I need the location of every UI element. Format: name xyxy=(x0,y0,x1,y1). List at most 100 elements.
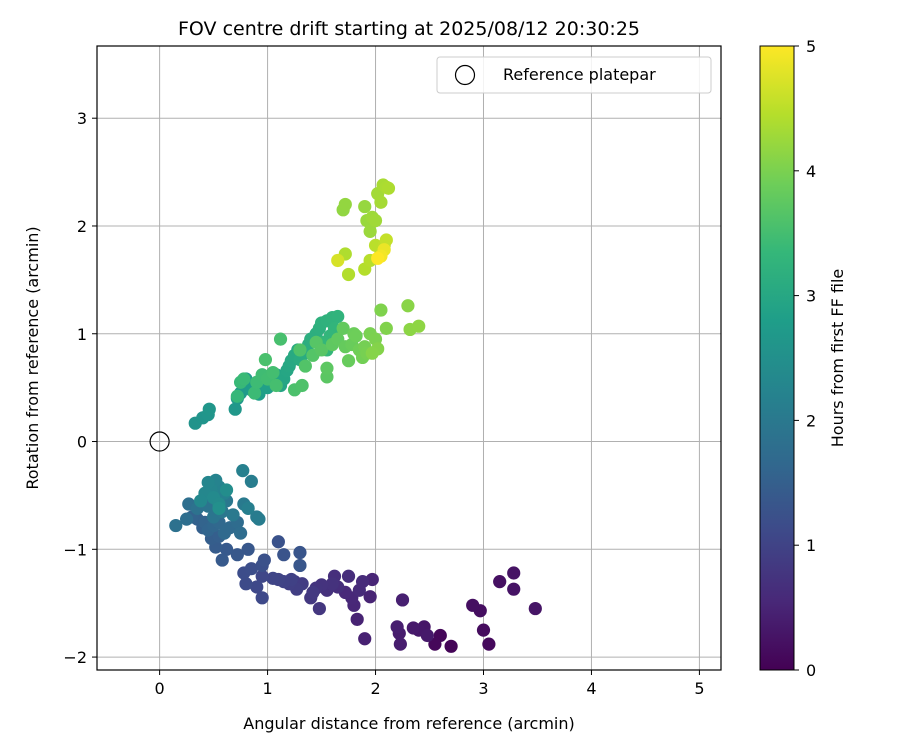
x-tick-label: 1 xyxy=(262,679,272,698)
data-point xyxy=(349,329,363,343)
data-point xyxy=(248,386,262,400)
data-point xyxy=(219,542,234,556)
data-point xyxy=(241,501,255,515)
data-point xyxy=(219,483,234,497)
data-point xyxy=(241,542,255,556)
data-point xyxy=(371,251,385,265)
legend-marker-reference xyxy=(454,64,476,86)
colorbar-tick-label: 4 xyxy=(806,162,816,181)
x-tick-label: 3 xyxy=(478,679,488,698)
x-tick-label: 2 xyxy=(370,679,380,698)
data-point xyxy=(325,577,339,591)
data-point xyxy=(365,346,379,360)
data-point xyxy=(355,575,370,589)
data-point xyxy=(277,548,291,562)
data-point xyxy=(507,582,521,596)
data-point xyxy=(476,623,491,637)
data-point xyxy=(180,512,194,526)
y-tick-label: 0 xyxy=(77,433,87,452)
data-point xyxy=(269,378,283,393)
colorbar-tick-label: 5 xyxy=(806,37,816,56)
data-point xyxy=(271,535,285,549)
colorbar-gradient xyxy=(759,45,795,671)
data-point xyxy=(293,343,307,357)
chart-title: FOV centre drift starting at 2025/08/12 … xyxy=(178,18,640,40)
legend-box xyxy=(436,56,712,94)
data-point xyxy=(390,620,404,634)
data-point xyxy=(350,612,364,626)
y-tick-label: −2 xyxy=(63,648,87,667)
colorbar-label: Hours from first FF file xyxy=(828,269,847,448)
reference-point-marker xyxy=(149,431,170,452)
data-point xyxy=(293,558,307,573)
data-point xyxy=(239,577,253,591)
data-point xyxy=(420,628,434,643)
data-point xyxy=(202,402,216,416)
data-point xyxy=(393,637,407,651)
data-point xyxy=(358,199,372,214)
data-point xyxy=(507,566,521,580)
data-point xyxy=(428,637,442,651)
data-point xyxy=(412,319,426,333)
colorbar: 0 1 2 3 4 5 Hours from first FF file xyxy=(759,37,847,680)
data-point xyxy=(306,585,320,600)
data-point xyxy=(320,361,334,375)
data-point xyxy=(244,562,258,576)
y-axis-ticks: −2 −1 0 1 2 3 xyxy=(63,109,97,667)
data-point xyxy=(482,637,496,651)
data-point xyxy=(341,354,356,368)
data-point xyxy=(493,575,507,589)
data-point xyxy=(363,224,377,238)
data-point xyxy=(374,303,388,317)
data-point xyxy=(298,359,312,373)
x-tick-label: 5 xyxy=(694,679,704,698)
data-point xyxy=(336,321,350,335)
data-point xyxy=(331,309,345,324)
data-point xyxy=(379,321,393,335)
grid-lines xyxy=(97,46,721,670)
x-axis-ticks: 0 1 2 3 4 5 xyxy=(155,670,705,698)
data-point xyxy=(338,197,352,212)
data-point xyxy=(401,299,415,313)
data-point xyxy=(266,571,280,585)
data-point xyxy=(212,501,226,515)
colorbar-tick-label: 1 xyxy=(806,536,816,555)
data-point xyxy=(528,601,542,616)
data-point xyxy=(169,518,183,533)
data-point xyxy=(295,378,309,393)
y-tick-label: 1 xyxy=(77,325,87,344)
data-point xyxy=(250,580,264,594)
data-point xyxy=(331,253,345,268)
data-point xyxy=(266,365,280,380)
y-axis-label: Rotation from reference (arcmin) xyxy=(23,226,42,489)
data-point xyxy=(395,593,410,607)
data-point xyxy=(312,601,326,616)
data-point xyxy=(381,181,396,195)
data-point xyxy=(244,474,258,488)
data-point xyxy=(255,569,269,583)
data-point xyxy=(273,332,288,346)
data-point xyxy=(215,553,229,567)
plot-frame xyxy=(96,45,722,671)
data-point xyxy=(233,526,248,540)
legend-label-reference: Reference platepar xyxy=(503,65,656,84)
data-point xyxy=(236,464,250,478)
legend: Reference platepar xyxy=(436,56,712,94)
data-point xyxy=(363,590,377,604)
x-tick-label: 4 xyxy=(586,679,596,698)
y-tick-label: 3 xyxy=(77,109,87,128)
data-point xyxy=(255,591,269,605)
data-point xyxy=(466,598,480,612)
data-point xyxy=(358,632,372,646)
colorbar-tick-label: 0 xyxy=(806,661,816,680)
data-point xyxy=(368,213,383,228)
data-point xyxy=(341,569,356,583)
data-point xyxy=(237,372,251,386)
data-point xyxy=(258,353,273,367)
data-point xyxy=(257,553,271,567)
data-point xyxy=(228,402,242,416)
data-point xyxy=(341,267,356,282)
data-point xyxy=(252,512,266,526)
y-tick-label: 2 xyxy=(77,217,87,236)
x-axis-label: Angular distance from reference (arcmin) xyxy=(243,714,574,733)
